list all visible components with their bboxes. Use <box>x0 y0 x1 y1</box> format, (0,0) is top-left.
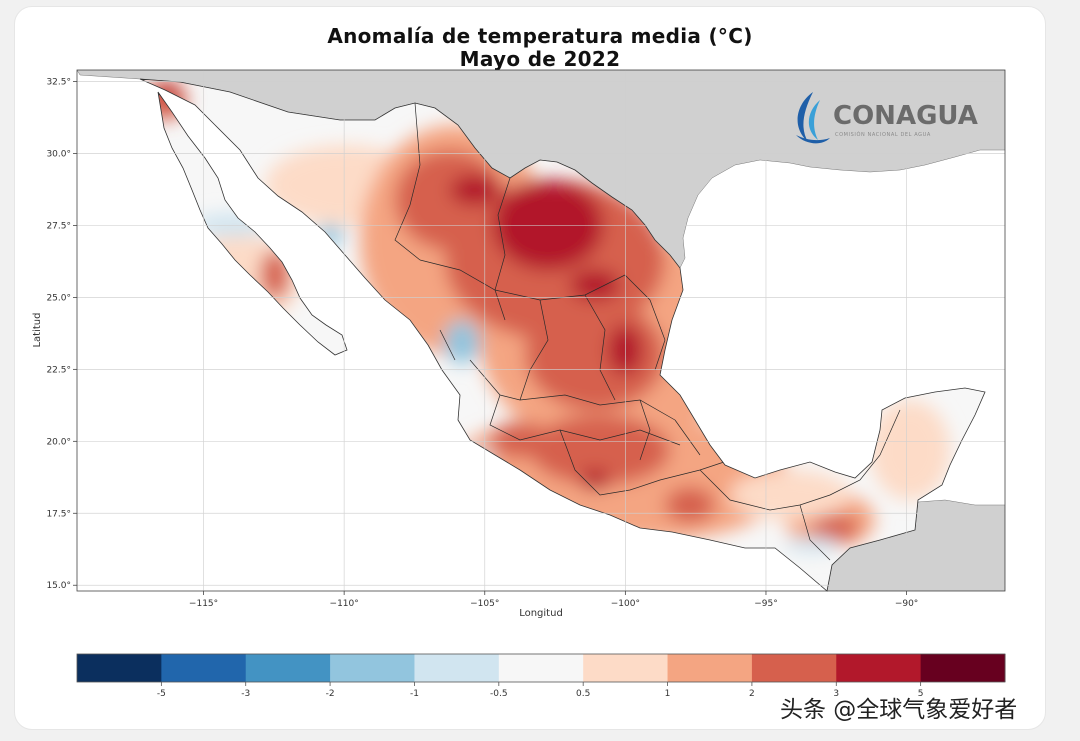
colorbar-segment <box>920 654 1006 682</box>
colorbar-segment <box>414 654 500 682</box>
colorbar-frame <box>76 653 1006 683</box>
colorbar-label: -1 <box>410 689 419 699</box>
plot-frame <box>76 69 1006 592</box>
colorbar-label: -0.5 <box>490 689 508 699</box>
map-gridlines <box>77 70 1005 591</box>
y-tick-label: 17.5° <box>46 509 71 519</box>
mexico-outline <box>139 78 986 592</box>
x-axis-ticks: −115° −110° −105° −100° −95° −90° <box>189 591 918 609</box>
colorbar: -5 -3 -2 -1 -0.5 0.5 1 2 3 5 <box>76 653 1006 699</box>
colorbar-segment <box>583 654 669 682</box>
y-tick-label: 30.0° <box>46 149 71 159</box>
y-tick-label: 22.5° <box>46 365 71 375</box>
colorbar-label: -5 <box>157 689 166 699</box>
x-tick-label: −105° <box>470 599 499 609</box>
colorbar-label: -3 <box>241 689 250 699</box>
watermark-text: 头条 @全球气象爱好者 <box>780 697 1018 723</box>
colorbar-label: 2 <box>749 689 755 699</box>
y-tick-label: 15.0° <box>46 581 71 591</box>
x-tick-label: −90° <box>895 599 919 609</box>
y-tick-label: 32.5° <box>46 78 71 88</box>
colorbar-segment <box>836 654 922 682</box>
map-title: Anomalía de temperatura media (°C) <box>327 24 753 48</box>
map-subtitle: Mayo de 2022 <box>459 47 621 71</box>
colorbar-segment <box>161 654 247 682</box>
colorbar-label: 0.5 <box>576 689 590 699</box>
colorbar-label: -2 <box>326 689 335 699</box>
colorbar-segment <box>77 654 162 682</box>
x-tick-label: −110° <box>330 599 359 609</box>
y-tick-label: 25.0° <box>46 293 71 303</box>
y-tick-label: 27.5° <box>46 221 71 231</box>
colorbar-segment <box>751 654 837 682</box>
x-axis-label: Longitud <box>519 608 563 619</box>
colorbar-label: 5 <box>918 689 924 699</box>
y-axis-ticks: 15.0° 17.5° 20.0° 22.5° 25.0° 27.5° 30.0° 32.5° <box>46 78 77 591</box>
y-axis-label: Latitud <box>32 312 43 347</box>
colorbar-label: 1 <box>665 689 671 699</box>
x-tick-label: −115° <box>189 599 218 609</box>
conagua-wave-icon <box>796 92 830 144</box>
colorbar-segment <box>667 654 753 682</box>
conagua-logo: CONAGUA COMISIÓN NACIONAL DEL AGUA <box>796 92 978 144</box>
colorbar-segment <box>330 654 415 682</box>
logo-tagline: COMISIÓN NACIONAL DEL AGUA <box>835 131 931 138</box>
y-tick-label: 20.0° <box>46 437 71 447</box>
colorbar-segment <box>245 654 331 682</box>
x-tick-label: −100° <box>611 599 640 609</box>
colorbar-label: 3 <box>833 689 839 699</box>
x-tick-label: −95° <box>754 599 778 609</box>
logo-name: CONAGUA <box>833 101 978 131</box>
colorbar-segment <box>498 654 584 682</box>
